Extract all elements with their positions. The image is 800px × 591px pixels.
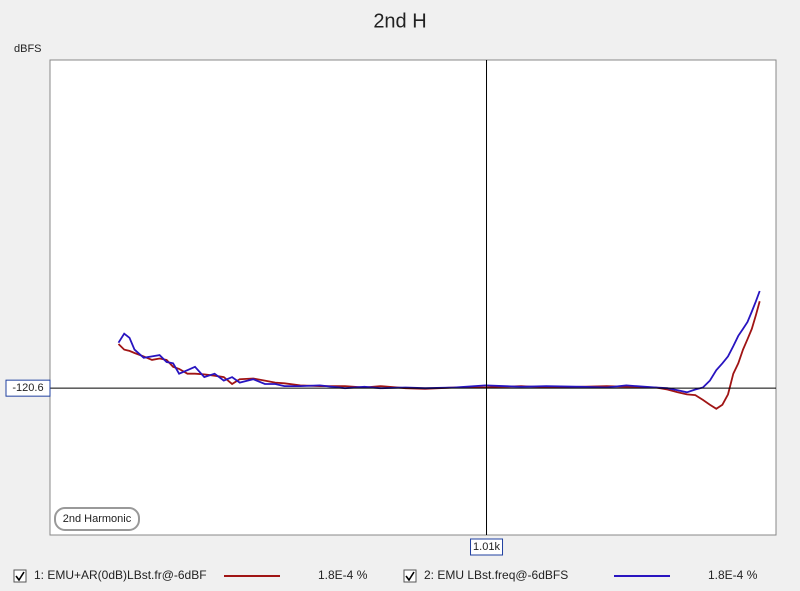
cursor-label: -120.6 [12,382,43,394]
cursor-box [470,538,504,556]
legend-name: 2: EMU LBst.freq@-6dBFS [424,568,568,582]
cursor-box [5,379,51,397]
legend-value: 1.8E-4 % [708,568,758,582]
legend-name: 1: EMU+AR(0dB)LBst.fr@-6dBF [34,568,207,582]
overlay: -120.6 1.01k [5,60,776,556]
cursor-label: 1.01k [473,541,500,553]
plot-area [49,59,777,536]
legend: 1: EMU+AR(0dB)LBst.fr@-6dBF 1.8E-4 % 2: EM… [13,568,758,583]
checkbox [13,569,27,583]
annotation-box [54,507,140,531]
checkbox-check [15,571,25,582]
checkbox-check [405,571,415,582]
annotation: 2nd Harmonic [63,513,132,525]
legend-value: 1.8E-4 % [318,568,368,582]
chart-title: 2nd H [373,10,426,32]
y-axis-label: dBFS [14,43,42,55]
checkbox [403,569,417,583]
